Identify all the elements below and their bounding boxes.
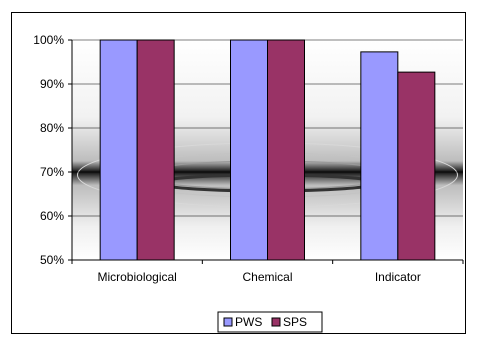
y-tick-label: 60% [40,209,64,223]
x-tick-label: Chemical [242,270,292,284]
bar-pws-indicator [360,51,399,261]
x-tick-label: Indicator [375,270,421,284]
bar-pws-chemical [230,39,268,261]
x-tick-label: Microbiological [97,270,176,284]
y-tick-label: 80% [40,121,64,135]
y-tick-label: 90% [40,77,64,91]
x-tick-labels: Microbiological Chemical Indicator [97,270,420,284]
legend-label-sps: SPS [283,315,307,329]
y-tick-label: 50% [40,253,64,267]
bar-sps-chemical [267,39,305,261]
legend-label-pws: PWS [235,315,262,329]
y-tick-label: 70% [40,165,64,179]
bar-sps-indicator [397,71,436,261]
legend: PWS SPS [217,311,323,333]
y-tick-label: 100% [33,33,64,47]
bar-pws-microbiological [99,39,138,261]
y-tick-labels: 50% 60% 70% 80% 90% 100% [33,33,64,267]
bars [99,39,436,261]
legend-swatch-pws [223,317,233,327]
legend-box [217,311,323,333]
legend-swatch-sps [271,317,281,327]
axes [68,39,464,264]
bar-sps-microbiological [136,39,175,261]
